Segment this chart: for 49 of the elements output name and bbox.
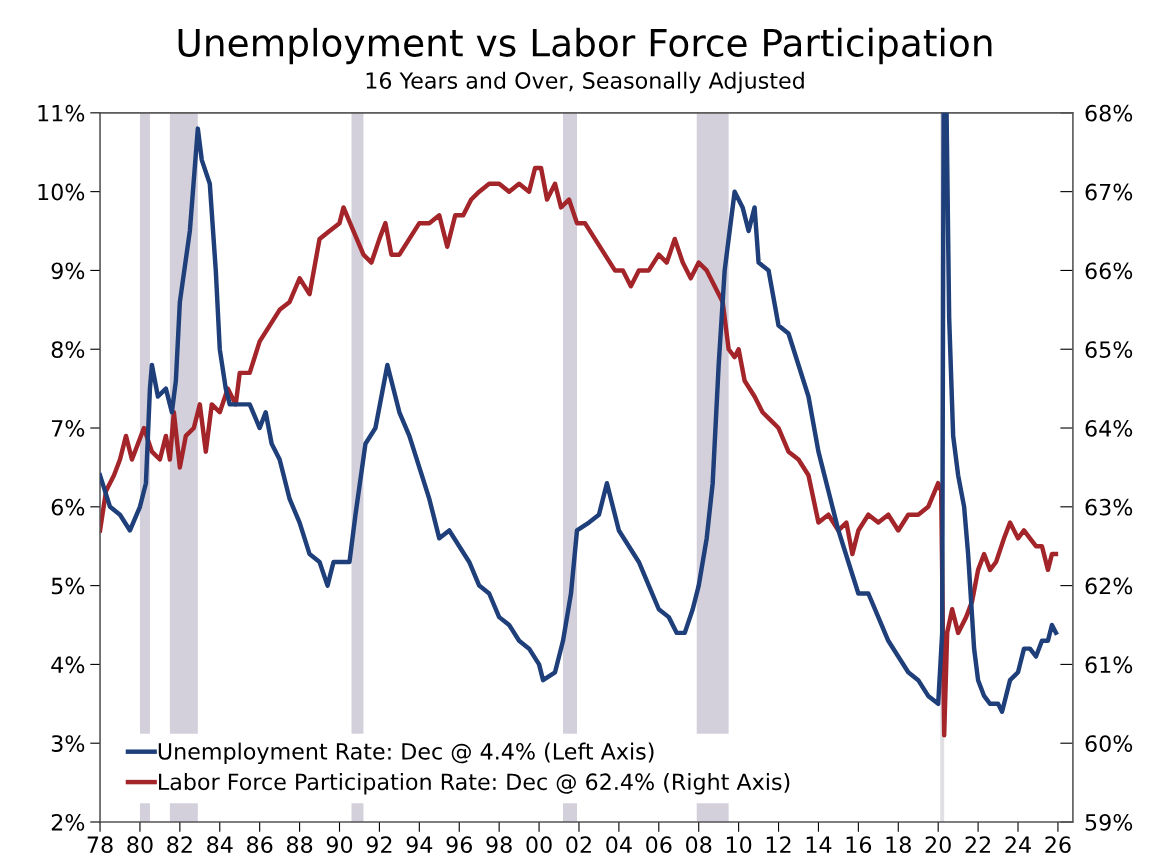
y2-tick-label: 66% (1085, 262, 1133, 280)
x-tick-label: 04 (606, 836, 632, 854)
x-tick-label: 08 (686, 836, 712, 854)
y2-tick-label: 60% (1085, 735, 1133, 752)
x-tick-label: 24 (1005, 836, 1031, 853)
x-tick-label: 18 (886, 836, 911, 854)
x-tick-label: 98 (486, 836, 512, 854)
y2-tick-label: 64% (1085, 419, 1133, 437)
x-tick-label: 96 (446, 836, 472, 854)
y-tick-label: 10% (38, 183, 85, 201)
x-tick-label: 22 (965, 836, 991, 853)
y-tick-label: 2% (51, 813, 85, 831)
x-tick-label: 10 (726, 836, 752, 854)
y2-tick-label: 59% (1085, 813, 1133, 831)
legend-label: Unemployment Rate: Dec @ 4.4% (Left Axis) (158, 742, 654, 765)
x-tick-label: 12 (766, 836, 791, 853)
y-tick-label: 3% (51, 735, 85, 752)
x-tick-label: 88 (286, 836, 313, 854)
y2-tick-label: 63% (1085, 498, 1133, 516)
y2-tick-label: 61% (1085, 656, 1133, 674)
x-tick-label: 16 (846, 836, 872, 854)
y-tick-label: 11% (38, 104, 85, 122)
x-tick-label: 90 (326, 836, 353, 854)
y-tick-label: 9% (51, 262, 85, 280)
y2-tick-label: 68% (1085, 104, 1133, 122)
legend-label: Labor Force Participation Rate: Dec @ 62.4% (Right Axis) (159, 772, 790, 795)
x-tick-label: 00 (526, 836, 552, 854)
x-tick-label: 26 (1045, 836, 1071, 854)
x-tick-label: 06 (646, 836, 672, 854)
x-tick-label: 92 (366, 836, 392, 854)
x-tick-label: 84 (207, 836, 233, 854)
y-tick-label: 7% (52, 419, 85, 437)
chart-subtitle: 16 Years and Over, Seasonally Adjusted (366, 71, 804, 94)
x-tick-label: 78 (87, 836, 113, 854)
y-tick-label: 6% (51, 498, 85, 516)
x-tick-label: 80 (127, 836, 153, 854)
x-tick-label: 20 (925, 836, 951, 854)
x-tick-label: 02 (566, 836, 591, 854)
chart-title: Unemployment vs Labor Force Participation (178, 27, 992, 65)
x-tick-label: 94 (406, 836, 433, 854)
y-tick-label: 8% (51, 341, 85, 358)
x-tick-label: 14 (806, 836, 832, 853)
y2-tick-label: 67% (1085, 183, 1133, 201)
y2-tick-label: 65% (1085, 341, 1133, 358)
y-tick-label: 5% (51, 577, 85, 595)
y-tick-label: 4% (51, 656, 85, 674)
x-tick-label: 86 (247, 836, 273, 854)
y2-tick-label: 62% (1085, 577, 1133, 595)
x-tick-label: 82 (167, 836, 192, 854)
